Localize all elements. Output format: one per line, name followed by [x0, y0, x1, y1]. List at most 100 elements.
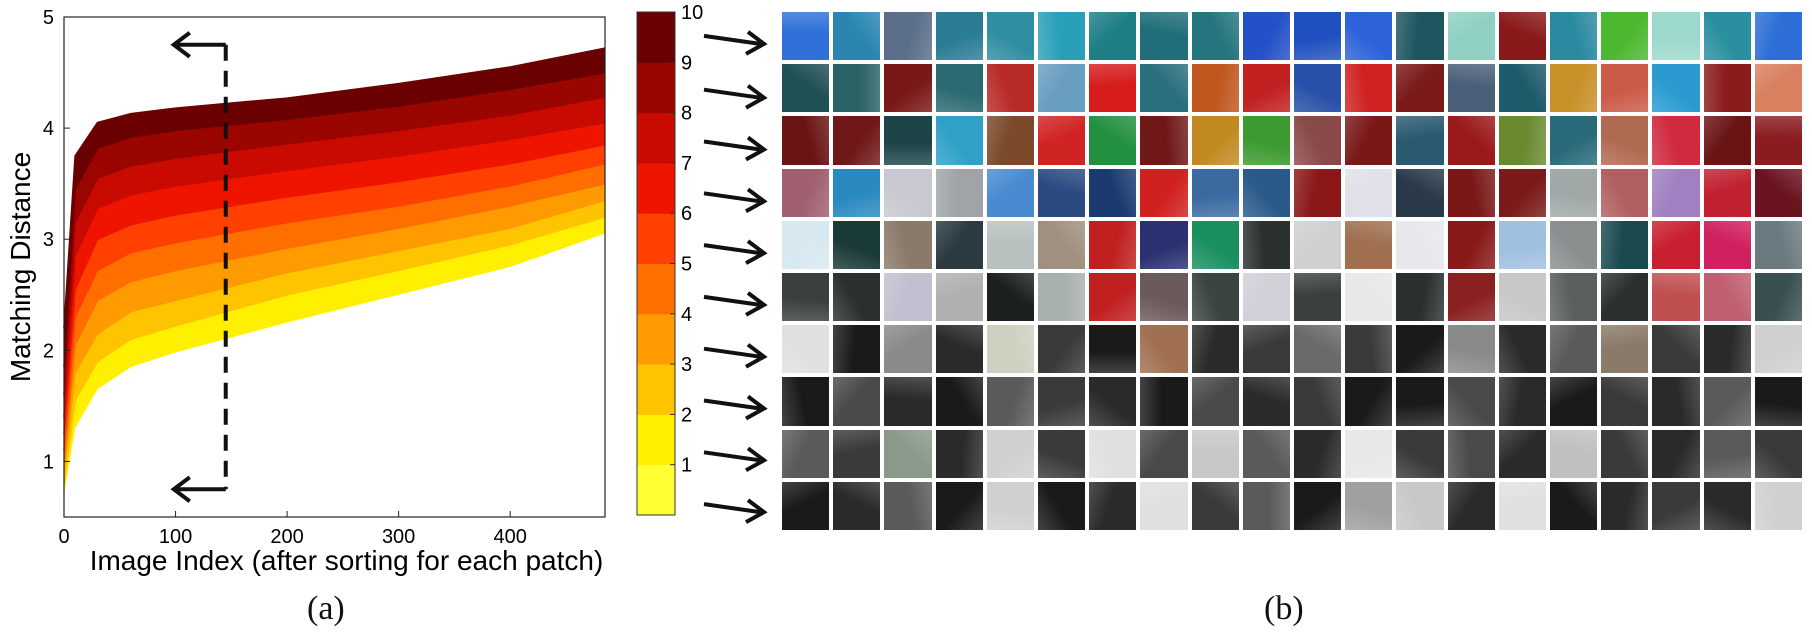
image-patch [1601, 168, 1649, 217]
colorbar-cell-9 [637, 62, 675, 114]
row-arrowhead [745, 394, 768, 421]
image-patch [1140, 325, 1188, 374]
image-patch [1703, 481, 1751, 530]
image-patch [1754, 116, 1802, 165]
row-arrow-shaft [703, 33, 761, 46]
image-patch [1601, 12, 1649, 61]
image-patch [1038, 116, 1086, 165]
image-patch [1396, 64, 1444, 113]
patch-grid [782, 12, 1802, 530]
row-arrow-shaft [703, 346, 761, 359]
image-patch [1140, 481, 1188, 530]
image-patch [1396, 116, 1444, 165]
image-patch [935, 325, 983, 374]
image-patch [1038, 64, 1086, 113]
row-arrow-shaft [703, 191, 761, 204]
colorbar-tick-label: 5 [681, 254, 692, 276]
colorbar-cell-10 [637, 12, 675, 63]
image-patch [1038, 325, 1086, 374]
image-patch [833, 325, 881, 374]
image-patch [1447, 12, 1495, 61]
image-patch [1345, 64, 1393, 113]
image-patch [833, 220, 881, 269]
axes-frame [63, 16, 606, 518]
image-patch [935, 116, 983, 165]
image-patch [1191, 220, 1239, 269]
image-patch [1396, 429, 1444, 478]
image-patch [1140, 116, 1188, 165]
row-arrowhead [745, 291, 768, 317]
x-tick-label: 100 [159, 526, 192, 548]
image-patch [986, 64, 1034, 113]
image-patch [1396, 377, 1444, 426]
image-patch [1498, 64, 1546, 113]
image-patch [1038, 168, 1086, 217]
image-patch [1396, 168, 1444, 217]
image-patch [884, 325, 932, 374]
image-patch [1652, 12, 1700, 61]
image-patch [1447, 116, 1495, 165]
image-patch [1345, 12, 1393, 61]
image-patch [1447, 481, 1495, 530]
row-arrow-shaft [703, 450, 761, 463]
y-tick-label: 4 [43, 118, 54, 140]
image-patch [782, 377, 830, 426]
empty-region [64, 233, 605, 517]
image-patch [1447, 168, 1495, 217]
image-patch [1242, 220, 1290, 269]
image-patch [833, 168, 881, 217]
image-patch [1447, 273, 1495, 322]
image-patch [935, 64, 983, 113]
y-tick-label: 2 [43, 340, 54, 362]
colorbar-cell-5 [637, 263, 675, 315]
row-arrowhead [745, 239, 768, 265]
image-patch [1601, 220, 1649, 269]
image-patch [1242, 12, 1290, 61]
image-patch [1089, 220, 1137, 269]
colorbar-cell-2 [637, 414, 675, 466]
image-patch [833, 481, 881, 530]
image-patch [1550, 116, 1598, 165]
image-patch [1550, 377, 1598, 426]
image-patch [1191, 429, 1239, 478]
image-patch [1089, 429, 1137, 478]
image-patch [1550, 12, 1598, 61]
image-patch [1498, 12, 1546, 61]
image-patch [1089, 273, 1137, 322]
image-patch [1550, 273, 1598, 322]
image-patch [1550, 429, 1598, 478]
image-patch [1191, 273, 1239, 322]
image-patch [1191, 12, 1239, 61]
image-patch [1089, 168, 1137, 217]
image-patch [1396, 481, 1444, 530]
image-patch [986, 116, 1034, 165]
image-patch [1140, 168, 1188, 217]
image-patch [935, 377, 983, 426]
image-patch [1140, 377, 1188, 426]
colorbar-cell-8 [637, 112, 675, 164]
image-patch [1498, 325, 1546, 374]
x-tick-label: 300 [382, 526, 415, 548]
image-patch [1345, 429, 1393, 478]
image-patch [986, 12, 1034, 61]
image-patch [1089, 12, 1137, 61]
image-patch [986, 325, 1034, 374]
image-patch [1754, 481, 1802, 530]
image-patch [986, 168, 1034, 217]
image-patch [1396, 12, 1444, 61]
image-patch [1191, 64, 1239, 113]
image-patch [1652, 325, 1700, 374]
row-arrowhead [745, 30, 768, 56]
image-patch [1703, 12, 1751, 61]
image-patch [1754, 220, 1802, 269]
x-tick-label: 400 [493, 526, 526, 548]
series-line-8 [63, 96, 606, 395]
image-patch [1038, 481, 1086, 530]
image-patch [1242, 168, 1290, 217]
image-patch [1703, 429, 1751, 478]
image-patch [782, 116, 830, 165]
image-patch [1754, 377, 1802, 426]
x-tick-label: 0 [58, 526, 69, 548]
series-line-10 [63, 47, 606, 329]
